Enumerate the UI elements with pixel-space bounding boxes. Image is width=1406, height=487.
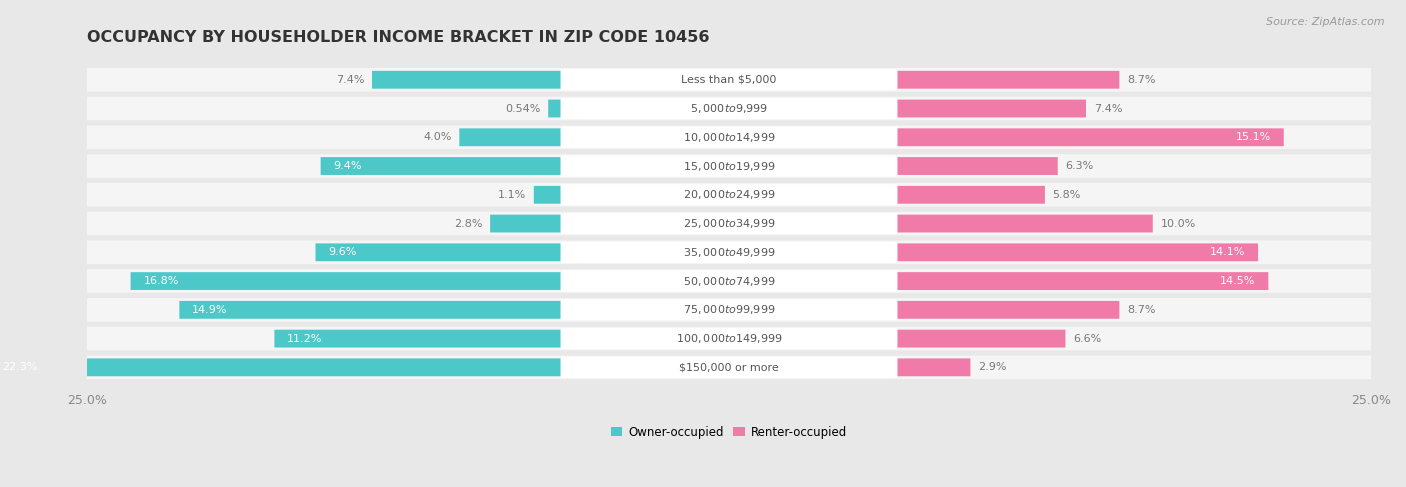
FancyBboxPatch shape	[561, 69, 897, 91]
Text: 9.4%: 9.4%	[333, 161, 361, 171]
FancyBboxPatch shape	[896, 100, 1085, 117]
Text: 6.3%: 6.3%	[1066, 161, 1094, 171]
Text: 14.9%: 14.9%	[193, 305, 228, 315]
Text: 8.7%: 8.7%	[1128, 75, 1156, 85]
FancyBboxPatch shape	[561, 127, 897, 148]
FancyBboxPatch shape	[896, 71, 1119, 89]
FancyBboxPatch shape	[534, 186, 562, 204]
Text: 2.8%: 2.8%	[454, 219, 482, 228]
Text: $10,000 to $14,999: $10,000 to $14,999	[683, 131, 775, 144]
Text: 15.1%: 15.1%	[1236, 132, 1271, 142]
FancyBboxPatch shape	[86, 154, 1372, 178]
Text: 22.3%: 22.3%	[3, 362, 38, 373]
Text: 7.4%: 7.4%	[336, 75, 364, 85]
Text: 10.0%: 10.0%	[1160, 219, 1195, 228]
Text: 0.54%: 0.54%	[505, 104, 540, 113]
FancyBboxPatch shape	[86, 241, 1372, 264]
Text: $5,000 to $9,999: $5,000 to $9,999	[690, 102, 768, 115]
Text: $25,000 to $34,999: $25,000 to $34,999	[683, 217, 775, 230]
FancyBboxPatch shape	[86, 126, 1372, 149]
Text: 16.8%: 16.8%	[143, 276, 179, 286]
FancyBboxPatch shape	[86, 327, 1372, 350]
FancyBboxPatch shape	[561, 299, 897, 320]
Text: 4.0%: 4.0%	[423, 132, 451, 142]
Text: 7.4%: 7.4%	[1094, 104, 1122, 113]
FancyBboxPatch shape	[86, 183, 1372, 206]
FancyBboxPatch shape	[896, 301, 1119, 319]
FancyBboxPatch shape	[86, 356, 1372, 379]
Text: $100,000 to $149,999: $100,000 to $149,999	[676, 332, 782, 345]
Text: 14.1%: 14.1%	[1209, 247, 1246, 257]
Text: $150,000 or more: $150,000 or more	[679, 362, 779, 373]
FancyBboxPatch shape	[561, 270, 897, 292]
Text: 8.7%: 8.7%	[1128, 305, 1156, 315]
Text: 5.8%: 5.8%	[1053, 190, 1081, 200]
FancyBboxPatch shape	[0, 358, 562, 376]
FancyBboxPatch shape	[896, 129, 1284, 146]
FancyBboxPatch shape	[321, 157, 562, 175]
FancyBboxPatch shape	[896, 186, 1045, 204]
FancyBboxPatch shape	[561, 356, 897, 378]
FancyBboxPatch shape	[548, 100, 562, 117]
FancyBboxPatch shape	[86, 269, 1372, 293]
Text: Source: ZipAtlas.com: Source: ZipAtlas.com	[1267, 17, 1385, 27]
FancyBboxPatch shape	[491, 215, 562, 232]
FancyBboxPatch shape	[896, 157, 1057, 175]
FancyBboxPatch shape	[180, 301, 562, 319]
FancyBboxPatch shape	[561, 328, 897, 349]
Text: Less than $5,000: Less than $5,000	[682, 75, 776, 85]
FancyBboxPatch shape	[460, 129, 562, 146]
Text: 1.1%: 1.1%	[498, 190, 526, 200]
FancyBboxPatch shape	[561, 184, 897, 206]
Text: $75,000 to $99,999: $75,000 to $99,999	[683, 303, 775, 317]
Text: OCCUPANCY BY HOUSEHOLDER INCOME BRACKET IN ZIP CODE 10456: OCCUPANCY BY HOUSEHOLDER INCOME BRACKET …	[87, 30, 710, 45]
FancyBboxPatch shape	[896, 244, 1258, 261]
FancyBboxPatch shape	[561, 213, 897, 234]
FancyBboxPatch shape	[561, 155, 897, 177]
FancyBboxPatch shape	[561, 98, 897, 119]
FancyBboxPatch shape	[86, 298, 1372, 321]
FancyBboxPatch shape	[896, 358, 970, 376]
FancyBboxPatch shape	[896, 215, 1153, 232]
FancyBboxPatch shape	[131, 272, 562, 290]
FancyBboxPatch shape	[561, 242, 897, 263]
FancyBboxPatch shape	[86, 68, 1372, 92]
Text: 14.5%: 14.5%	[1220, 276, 1256, 286]
Text: $20,000 to $24,999: $20,000 to $24,999	[683, 188, 775, 201]
FancyBboxPatch shape	[274, 330, 562, 348]
FancyBboxPatch shape	[373, 71, 562, 89]
Text: 2.9%: 2.9%	[979, 362, 1007, 373]
Text: 6.6%: 6.6%	[1073, 334, 1101, 344]
FancyBboxPatch shape	[86, 97, 1372, 120]
FancyBboxPatch shape	[86, 212, 1372, 235]
Text: $50,000 to $74,999: $50,000 to $74,999	[683, 275, 775, 288]
FancyBboxPatch shape	[896, 272, 1268, 290]
Legend: Owner-occupied, Renter-occupied: Owner-occupied, Renter-occupied	[610, 426, 848, 439]
Text: $15,000 to $19,999: $15,000 to $19,999	[683, 160, 775, 172]
Text: $35,000 to $49,999: $35,000 to $49,999	[683, 246, 775, 259]
FancyBboxPatch shape	[896, 330, 1066, 348]
Text: 9.6%: 9.6%	[329, 247, 357, 257]
Text: 11.2%: 11.2%	[287, 334, 322, 344]
FancyBboxPatch shape	[315, 244, 562, 261]
